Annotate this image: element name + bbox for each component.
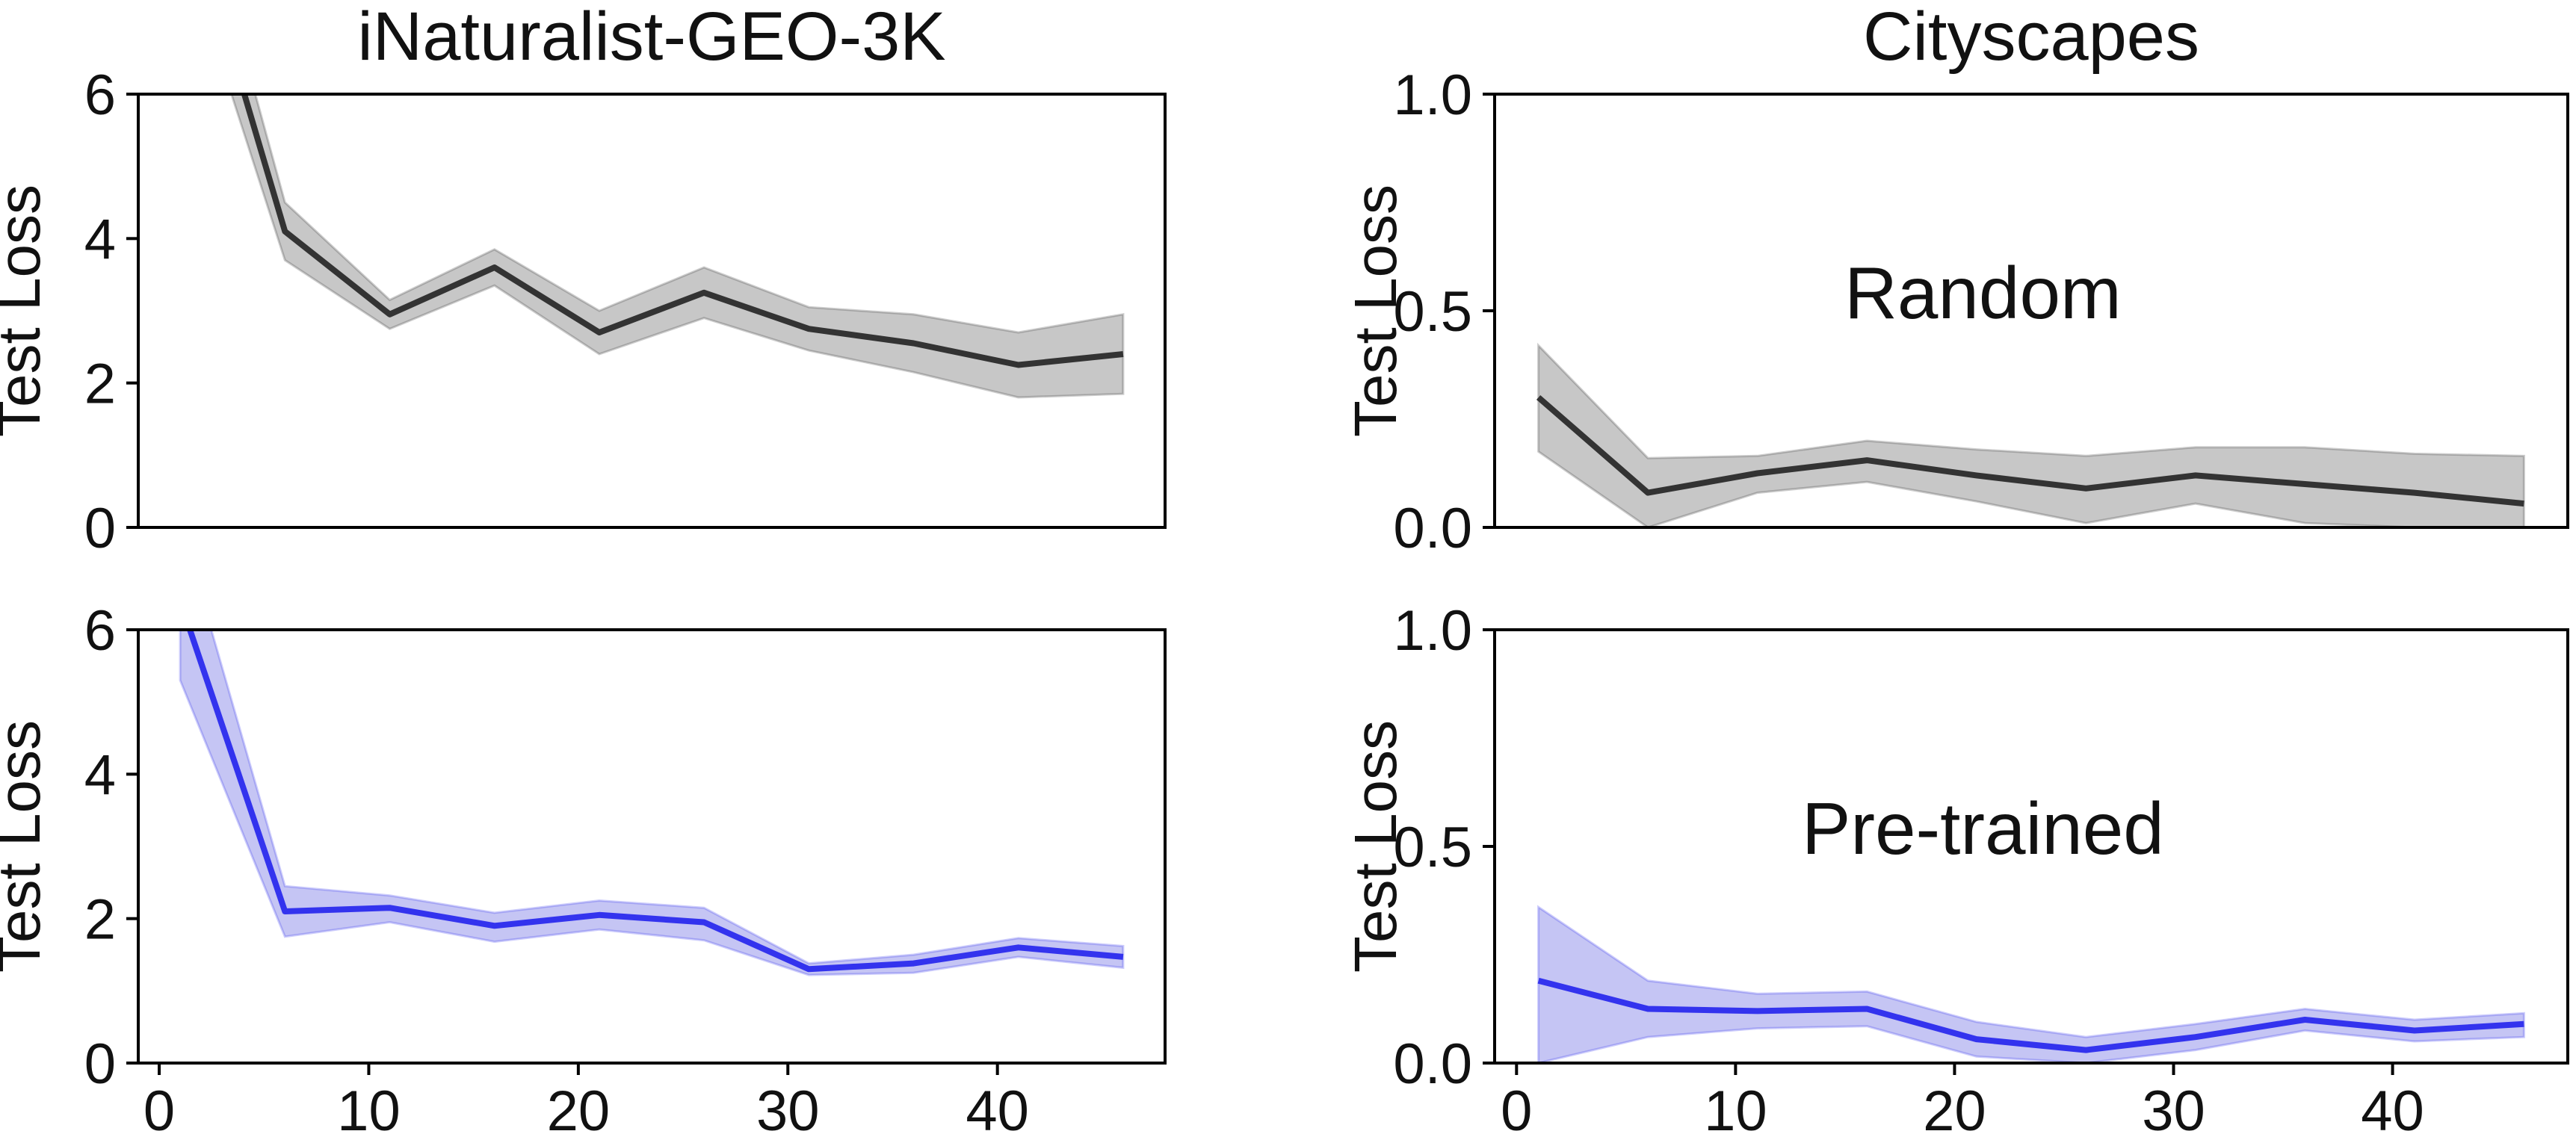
plot-area: [1537, 905, 2525, 1063]
confidence-band: [1537, 342, 2525, 527]
y-axis-label: Test Loss: [1342, 185, 1409, 437]
confidence-band: [1537, 905, 2525, 1063]
x-tick-label: 30: [756, 1079, 820, 1137]
column-title: Cityscapes: [1863, 0, 2199, 75]
y-tick-label: 1.0: [1393, 599, 1472, 663]
y-tick-label: 6: [84, 63, 116, 127]
y-tick-label: 0: [84, 497, 116, 560]
y-tick-label: 6: [84, 599, 116, 663]
plot-area: [230, 94, 1125, 399]
x-tick-label: 30: [2142, 1079, 2205, 1137]
x-tick-label: 40: [2361, 1079, 2424, 1137]
plot-area: [179, 630, 1125, 976]
x-tick-label: 20: [547, 1079, 611, 1137]
panel-annotation: Pre-trained: [1802, 787, 2164, 870]
series-line: [241, 94, 1124, 368]
y-tick-label: 4: [84, 208, 116, 271]
series-line: [1537, 977, 2524, 1053]
y-axis-label: Test Loss: [1342, 720, 1409, 973]
y-tick-label: 0: [84, 1032, 116, 1096]
column-title: iNaturalist-GEO-3K: [357, 0, 945, 75]
x-tick-label: 10: [337, 1079, 401, 1137]
plot-area: [1536, 342, 2525, 527]
confidence-band: [230, 94, 1125, 399]
panel-inaturalist-random: 0 2 4 6 Test Loss iNaturalist-GEO-3K: [0, 0, 1167, 560]
y-tick-label: 1.0: [1393, 63, 1472, 127]
y-tick-label: 0.5: [1393, 816, 1472, 879]
confidence-band: [179, 630, 1125, 976]
x-tick-label: 40: [966, 1079, 1029, 1137]
y-tick-label: 2: [84, 888, 116, 952]
series-line: [186, 630, 1124, 973]
x-tick-label: 0: [143, 1079, 175, 1137]
y-tick-label: 4: [84, 743, 116, 807]
series-line: [1536, 394, 2524, 507]
y-tick-label: 0.0: [1393, 497, 1472, 560]
axes-frame: [137, 93, 1167, 529]
y-tick-label: 0.5: [1393, 280, 1472, 344]
panel-cityscapes-random: 0.0 0.5 1.0 Test Loss Cityscapes Random: [1342, 0, 2569, 560]
axes-frame: [137, 628, 1167, 1065]
y-tick-label: 0.0: [1393, 1032, 1472, 1096]
panel-cityscapes-pretrained: 0.0 0.5 1.0 0 10 20 30 40 Test Loss Pre-trained: [1342, 599, 2569, 1137]
panel-annotation: Random: [1844, 252, 2121, 334]
y-axis-label: Test Loss: [0, 720, 52, 973]
y-tick-label: 2: [84, 353, 116, 416]
x-tick-label: 20: [1923, 1079, 1986, 1137]
panel-inaturalist-pretrained: 0 2 4 6 0 10 20 30 40 Test Loss: [0, 599, 1167, 1137]
y-axis-label: Test Loss: [0, 185, 52, 437]
x-tick-label: 0: [1501, 1079, 1532, 1137]
x-tick-label: 10: [1704, 1079, 1767, 1137]
